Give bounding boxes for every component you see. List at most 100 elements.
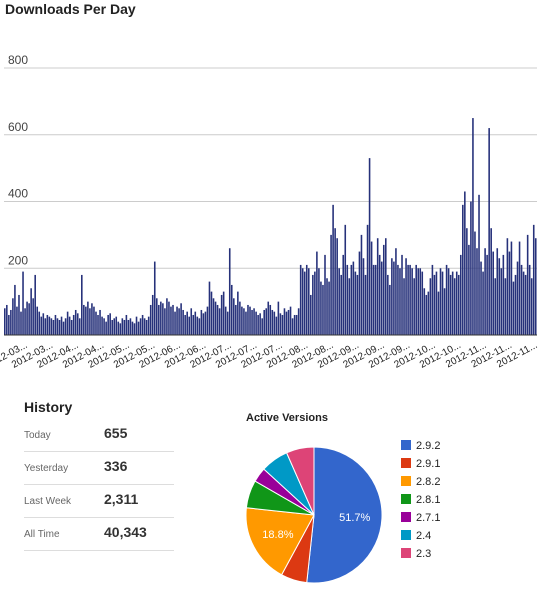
bar (46, 314, 49, 335)
bar (166, 298, 168, 335)
bar (275, 316, 278, 335)
bar (342, 254, 345, 335)
bar (504, 278, 507, 335)
bar (362, 258, 365, 335)
legend-swatch (401, 440, 411, 450)
bar (374, 264, 377, 335)
bar (498, 258, 501, 335)
bar (121, 318, 124, 335)
bar (526, 234, 529, 336)
history-row: Yesterday 336 (24, 452, 174, 485)
bar (514, 274, 517, 335)
bar (202, 313, 205, 335)
bar (32, 298, 34, 335)
bar (391, 258, 393, 335)
bar (133, 323, 136, 335)
bar (139, 318, 142, 335)
bar (484, 248, 486, 335)
bar (40, 316, 43, 335)
bar (336, 238, 338, 335)
bar (261, 318, 263, 335)
bar (435, 271, 438, 335)
bar (387, 274, 389, 335)
bar (50, 318, 53, 335)
bar (115, 316, 118, 335)
pie-slice (254, 468, 315, 516)
bar (206, 306, 209, 335)
bar (411, 268, 413, 335)
legend-swatch (401, 512, 411, 522)
bar (532, 224, 535, 335)
bar (470, 201, 472, 335)
bar (237, 291, 239, 335)
legend-label: 2.7.1 (416, 512, 440, 524)
bar (326, 278, 328, 335)
bar (60, 316, 63, 335)
legend-swatch (401, 530, 411, 540)
bar (328, 281, 330, 335)
bar (287, 309, 290, 335)
bar (474, 231, 476, 335)
legend-label: 2.9.1 (416, 458, 440, 470)
legend-label: 2.9.2 (416, 440, 440, 452)
pie-slice (245, 507, 315, 576)
y-tick-label: 200 (8, 253, 28, 267)
bar (263, 309, 265, 335)
history-row-label: Last Week (24, 496, 72, 507)
bar (419, 268, 422, 335)
bar (135, 316, 138, 335)
bar (312, 274, 314, 335)
bar (54, 314, 57, 335)
bar (78, 318, 81, 335)
bar (380, 261, 383, 335)
history-title: History (24, 399, 73, 415)
bar (204, 311, 207, 335)
legend-swatch (401, 548, 411, 558)
bar (151, 294, 154, 335)
bar (395, 248, 397, 335)
bar (235, 304, 237, 335)
bar (91, 303, 93, 335)
bar (490, 228, 492, 335)
bar (285, 311, 288, 335)
bar (421, 271, 424, 335)
bar (478, 194, 480, 335)
bar (160, 301, 162, 336)
bar (279, 313, 282, 335)
bar (113, 318, 116, 335)
bar (34, 274, 36, 335)
bar (466, 228, 468, 335)
bar (224, 306, 227, 335)
bar (196, 316, 199, 335)
bar (316, 251, 318, 335)
bar (180, 303, 182, 335)
bar (56, 318, 59, 335)
bar (314, 271, 316, 335)
bar (103, 318, 105, 335)
downloads-bar-chart: 20040060080012-03...2012-03...2012-04...… (0, 53, 539, 371)
bar (344, 224, 347, 335)
bar (70, 319, 73, 335)
bar (305, 264, 308, 335)
bar (472, 118, 474, 335)
bar (399, 268, 401, 335)
bar (293, 314, 296, 335)
bar (214, 301, 217, 336)
bar (269, 304, 272, 335)
bar (524, 274, 527, 335)
bar (66, 311, 69, 335)
bar (500, 268, 503, 335)
bar (346, 264, 349, 335)
bar (239, 301, 241, 336)
bar (462, 204, 464, 335)
bar (243, 308, 245, 335)
bar (241, 306, 243, 335)
bar (370, 241, 373, 335)
bar (156, 298, 158, 335)
bar (251, 309, 253, 335)
bar (12, 298, 14, 335)
bar (433, 274, 436, 335)
bar (277, 301, 280, 336)
bar (385, 238, 387, 335)
y-tick-label: 600 (8, 120, 28, 134)
